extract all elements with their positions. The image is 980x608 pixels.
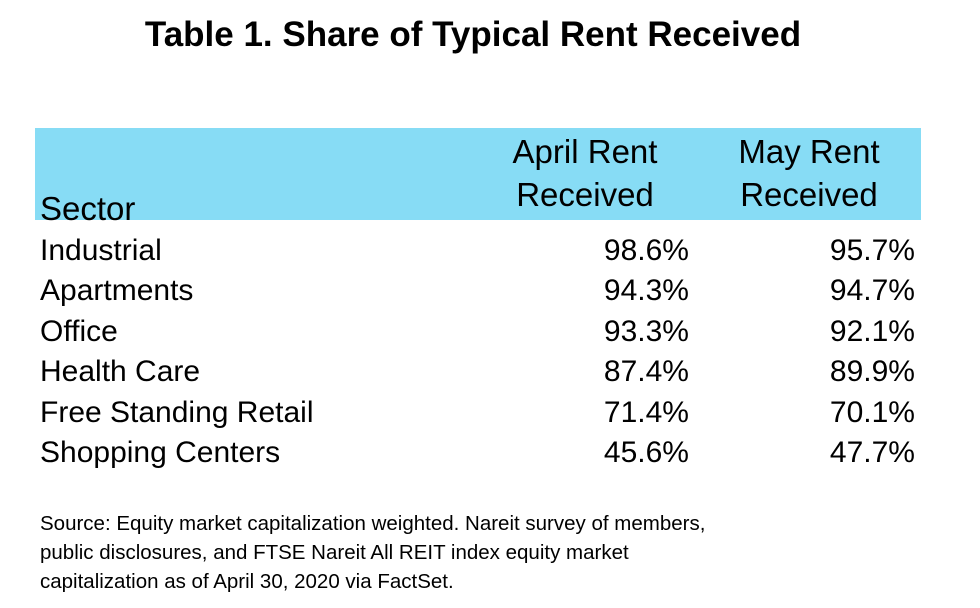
cell-april: 87.4% (603, 355, 689, 389)
cell-april: 98.6% (603, 234, 689, 267)
cell-may: 92.1% (829, 314, 915, 348)
table-row: Office 93.3% 92.1% (40, 312, 915, 352)
source-note: Source: Equity market capitalization wei… (40, 509, 920, 596)
cell-may: 95.7% (829, 234, 915, 267)
source-line2: public disclosures, and FTSE Nareit All … (40, 541, 629, 564)
cell-may: 47.7% (829, 435, 915, 469)
table-row: Shopping Centers 45.6% 47.7% (40, 433, 915, 473)
cell-may: 94.7% (829, 274, 915, 308)
cell-sector: Free Standing Retail (40, 395, 314, 429)
header-may-line2: Received (740, 176, 878, 213)
cell-may: 89.9% (829, 355, 915, 389)
cell-sector: Office (40, 314, 118, 348)
header-april-rent-received: April Rent Received (475, 130, 695, 216)
source-line3: capitalization as of April 30, 2020 via … (40, 570, 454, 593)
table-row: Apartments 94.3% 94.7% (40, 271, 915, 311)
table-row: Free Standing Retail 71.4% 70.1% (40, 393, 915, 433)
cell-april: 93.3% (603, 314, 689, 348)
cell-april: 94.3% (603, 274, 689, 308)
table-body: Industrial 98.6% 95.7% Apartments 94.3% … (40, 231, 915, 473)
cell-sector: Health Care (40, 355, 201, 389)
header-sector: Sector (40, 190, 136, 227)
cell-sector: Apartments (40, 274, 194, 308)
cell-sector: Shopping Centers (40, 435, 281, 469)
table-row: Industrial 98.6% 95.7% (40, 231, 915, 271)
header-may-line1: May Rent (738, 133, 880, 170)
table-title: Table 1. Share of Typical Rent Received (144, 15, 802, 54)
table-row: Health Care 87.4% 89.9% (40, 352, 915, 392)
cell-april: 71.4% (603, 395, 689, 429)
header-april-line2: Received (516, 176, 654, 213)
header-april-line1: April Rent (512, 133, 658, 170)
table-header-band (35, 128, 921, 220)
cell-sector: Industrial (40, 234, 162, 267)
source-line1: Source: Equity market capitalization wei… (40, 512, 706, 535)
header-may-rent-received: May Rent Received (699, 130, 919, 216)
cell-may: 70.1% (829, 395, 915, 429)
cell-april: 45.6% (603, 435, 689, 469)
